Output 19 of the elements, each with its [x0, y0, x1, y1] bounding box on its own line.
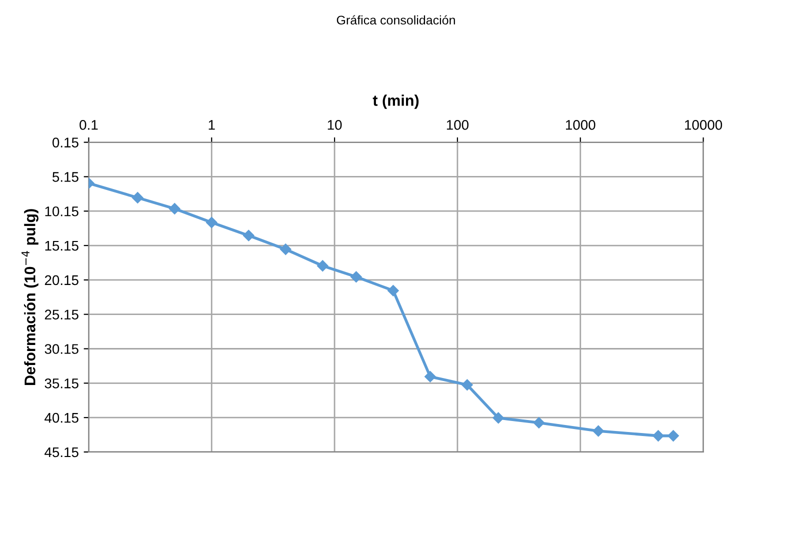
x-tick-label: 10000 — [685, 120, 722, 130]
y-tick-label: 25.15 — [44, 310, 78, 320]
x-tick-label: 0.1 — [80, 120, 98, 130]
x-tick-label: 1 — [208, 120, 215, 130]
y-tick-label: 5.15 — [52, 172, 78, 182]
chart-title: Gráfica consolidación — [336, 15, 455, 25]
y-tick-label: 15.15 — [45, 240, 78, 251]
y-tick-label: 40.15 — [44, 412, 78, 423]
y-tick-label: 35.15 — [44, 378, 78, 388]
x-tick-label: 100 — [446, 120, 469, 130]
y-tick-label: 0.15 — [52, 138, 78, 148]
y-tick-label: 10.15 — [45, 206, 78, 216]
y-axis-title: Deformación (10$^{−4}$ pulg) — [22, 209, 38, 385]
x-axis-title: t (min) — [372, 94, 419, 109]
x-tick-label: 10 — [328, 120, 342, 130]
y-tick-label: 20.15 — [44, 275, 78, 286]
y-tick-label: 30.15 — [44, 344, 78, 354]
y-tick-label: 45.15 — [44, 447, 78, 458]
x-tick-label: 1000 — [566, 120, 596, 130]
